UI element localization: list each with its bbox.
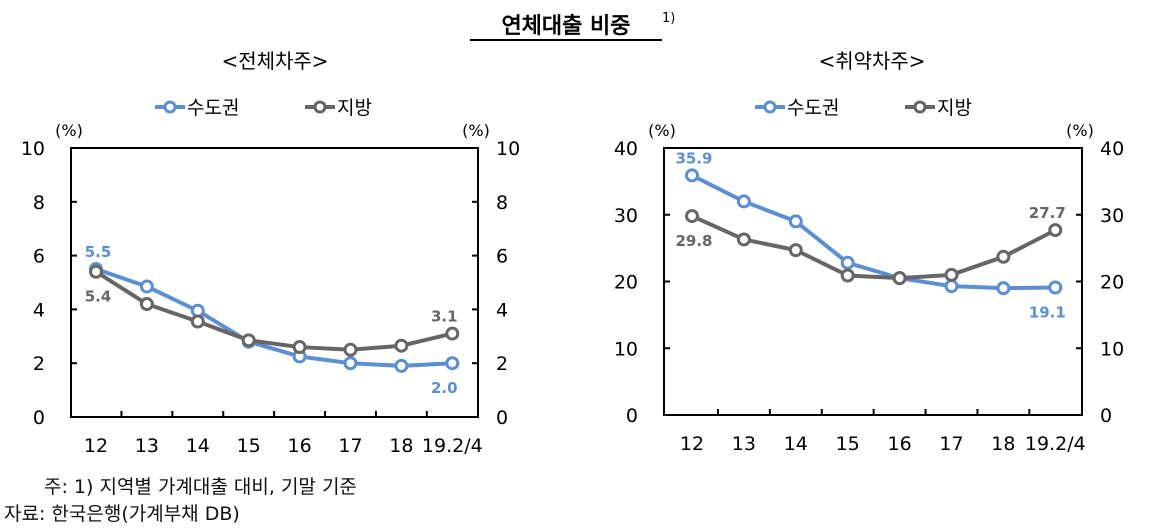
y-tick-label-right: 4 <box>496 299 508 321</box>
data-point <box>944 267 959 282</box>
x-tick-label: 12 <box>84 435 108 457</box>
y-axis-unit-left: (%) <box>648 121 676 140</box>
y-tick-label-right: 0 <box>496 407 508 429</box>
x-tick-label: 14 <box>186 435 210 457</box>
data-point <box>788 243 803 258</box>
x-tick-label: 15 <box>836 433 860 455</box>
y-tick-label-right: 10 <box>496 138 520 160</box>
data-point <box>736 194 751 209</box>
data-point <box>292 340 307 355</box>
y-tick-label-right: 0 <box>1100 405 1112 427</box>
y-tick-label-right: 20 <box>1100 272 1124 294</box>
legend-circle-marker <box>913 100 927 114</box>
data-point <box>343 342 358 357</box>
x-tick-label: 17 <box>939 433 963 455</box>
legend-label: 수도권 <box>787 97 839 119</box>
y-tick-label-left: 10 <box>21 138 45 160</box>
y-tick-label-right: 2 <box>496 353 508 375</box>
x-tick-label: 19.2/4 <box>422 435 483 457</box>
chart-title: 연체대출 비중 <box>501 14 630 39</box>
y-tick-label-right: 10 <box>1100 338 1124 360</box>
y-tick-label-left: 30 <box>614 205 638 227</box>
legend-label: 지방 <box>337 97 372 119</box>
legend-circle-marker <box>163 100 177 114</box>
data-point <box>944 279 959 294</box>
x-tick-label: 15 <box>237 435 261 457</box>
data-point <box>394 358 409 373</box>
y-tick-label-left: 40 <box>614 138 638 160</box>
data-point <box>685 209 699 224</box>
data-point <box>788 214 803 229</box>
data-label: 29.8 <box>675 232 712 250</box>
chart-subtitle: <취약차주> <box>818 49 925 73</box>
data-label: 5.5 <box>85 243 112 261</box>
x-tick-label: 18 <box>389 435 413 457</box>
legend-label: 지방 <box>937 97 972 119</box>
data-point <box>736 232 751 247</box>
data-point <box>139 297 154 312</box>
data-point <box>139 279 154 294</box>
y-tick-label-right: 8 <box>496 192 508 214</box>
data-point <box>996 249 1011 264</box>
legend-label: 수도권 <box>187 97 239 119</box>
x-tick-label: 12 <box>680 433 704 455</box>
series-line <box>691 173 1056 291</box>
data-point <box>892 271 907 286</box>
data-label: 5.4 <box>85 288 112 306</box>
data-point <box>685 168 699 183</box>
series-line <box>95 267 453 368</box>
x-tick-label: 13 <box>135 435 159 457</box>
x-tick-label: 16 <box>888 433 912 455</box>
x-tick-label: 14 <box>784 433 808 455</box>
y-tick-label-left: 4 <box>33 299 45 321</box>
source-note: 자료: 한국은행(가계부채 DB) <box>4 503 240 525</box>
data-label: 35.9 <box>675 149 712 167</box>
y-axis-unit-left: (%) <box>55 121 83 140</box>
data-point <box>996 281 1011 296</box>
y-tick-label-left: 6 <box>33 246 45 268</box>
y-tick-label-left: 2 <box>33 353 45 375</box>
y-axis-unit-right: (%) <box>1066 121 1094 140</box>
footnote: 주: 1) 지역별 가계대출 대비, 기말 기준 <box>44 476 357 498</box>
data-point <box>840 255 855 270</box>
x-tick-label: 16 <box>288 435 312 457</box>
data-point <box>840 268 855 283</box>
data-point <box>394 338 409 353</box>
data-point <box>343 356 358 371</box>
data-point <box>190 314 205 329</box>
data-point <box>1048 280 1063 295</box>
legend-circle-marker <box>763 100 777 114</box>
legend-circle-marker <box>313 100 327 114</box>
y-tick-label-left: 8 <box>33 192 45 214</box>
data-point <box>241 333 256 348</box>
data-label: 2.0 <box>431 379 458 397</box>
y-tick-label-right: 6 <box>496 246 508 268</box>
data-label: 27.7 <box>1029 204 1066 222</box>
data-label: 3.1 <box>431 308 458 326</box>
y-tick-label-left: 20 <box>614 272 638 294</box>
x-tick-label: 17 <box>338 435 362 457</box>
data-point <box>1048 223 1063 238</box>
y-tick-label-right: 40 <box>1100 138 1124 160</box>
series-line <box>94 270 453 352</box>
x-tick-label: 18 <box>991 433 1015 455</box>
x-tick-label: 19.2/4 <box>1025 433 1086 455</box>
data-point <box>445 326 460 341</box>
y-tick-label-left: 10 <box>614 338 638 360</box>
x-tick-label: 13 <box>732 433 756 455</box>
y-tick-label-left: 0 <box>626 405 638 427</box>
data-point <box>445 356 460 371</box>
series-line <box>691 214 1057 281</box>
y-axis-unit-right: (%) <box>462 121 490 140</box>
data-label: 19.1 <box>1029 304 1066 322</box>
plot-frame <box>663 147 1083 416</box>
title-footnote-mark: 1) <box>662 11 675 26</box>
data-point <box>89 264 103 279</box>
y-tick-label-right: 30 <box>1100 205 1124 227</box>
y-tick-label-left: 0 <box>33 407 45 429</box>
chart-subtitle: <전체차주> <box>221 49 328 73</box>
